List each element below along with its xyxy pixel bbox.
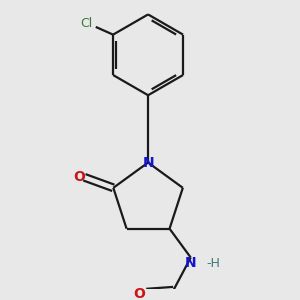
Text: N: N	[185, 256, 197, 270]
Text: O: O	[133, 287, 145, 300]
Text: N: N	[142, 156, 154, 170]
Text: Cl: Cl	[80, 16, 92, 30]
Text: O: O	[74, 170, 86, 184]
Text: -H: -H	[206, 257, 220, 270]
